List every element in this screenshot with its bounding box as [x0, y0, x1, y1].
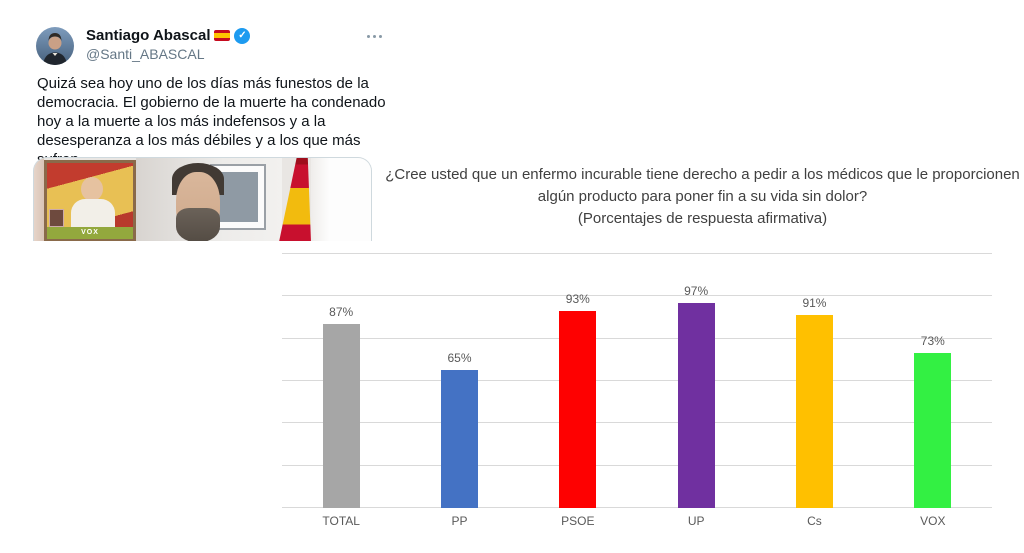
bar-slot-vox: 73%: [874, 254, 992, 508]
author-handle[interactable]: @Santi_ABASCAL: [86, 46, 205, 62]
thumb-door-frame: [34, 158, 44, 241]
bar-slot-pp: 65%: [400, 254, 518, 508]
bar-total: [322, 323, 360, 508]
poster-person-head: [81, 177, 103, 201]
more-dot-icon: [367, 35, 370, 38]
x-label-psoe: PSOE: [561, 514, 595, 528]
gridline: [282, 253, 992, 254]
verified-badge-icon: ✓: [234, 27, 251, 44]
speaker-beard: [176, 208, 220, 241]
bar-slot-cs: 91%: [755, 254, 873, 508]
poster-vox-label: VOX: [47, 227, 133, 239]
author-name[interactable]: Santiago Abascal: [86, 27, 211, 44]
tweet-header: Santiago Abascal ✓ @Santi_ABASCAL: [36, 26, 382, 66]
chart-subtitle: (Porcentajes de respuesta afirmativa): [577, 210, 828, 227]
more-options-button[interactable]: [363, 31, 386, 42]
gridline: [282, 507, 992, 508]
gridline: [282, 337, 992, 339]
bar-slot-total: 87%: [282, 254, 400, 508]
bar-slot-up: 97%: [637, 254, 755, 508]
x-label-up: UP: [687, 514, 705, 528]
poster-inset-photo: [49, 209, 64, 227]
avatar-image: [36, 27, 74, 65]
bar-pp: [440, 370, 478, 508]
chart-plot-area: 87% 65% 93% 97% 91% 73%: [282, 253, 992, 508]
gridline: [282, 464, 992, 466]
bar-vox: [914, 353, 952, 508]
bar-slot-psoe: 93%: [519, 254, 637, 508]
bar-up: [677, 302, 715, 508]
x-label-total: TOTAL: [322, 514, 360, 528]
gridline: [282, 380, 992, 381]
more-dot-icon: [373, 35, 376, 38]
x-label-cs: Cs: [807, 514, 822, 528]
bar-psoe: [559, 311, 597, 508]
bar-value-label-up: 97%: [684, 283, 709, 298]
x-label-vox: VOX: [920, 514, 946, 528]
spain-flag-icon: [214, 30, 231, 41]
gridline: [282, 422, 992, 424]
bar-value-label-total: 87%: [329, 304, 354, 319]
vox-poster-image: VOX: [47, 163, 133, 239]
chart-bars: 87% 65% 93% 97% 91% 73%: [282, 254, 992, 508]
bar-value-label-psoe: 93%: [565, 292, 590, 307]
bar-value-label-pp: 65%: [447, 351, 472, 366]
tweet-text: Quizá sea hoy uno de los días más funest…: [37, 75, 386, 168]
bar-cs: [795, 315, 833, 508]
vox-poster: VOX: [44, 160, 136, 241]
author-name-row: Santiago Abascal ✓: [86, 27, 251, 44]
chart-x-labels: TOTAL PP PSOE UP Cs VOX: [282, 514, 992, 528]
gridline: [282, 295, 992, 297]
thumb-right-wall: [311, 158, 371, 241]
x-label-pp: PP: [451, 514, 468, 528]
more-dot-icon: [379, 35, 382, 38]
video-thumbnail[interactable]: VOX: [33, 157, 372, 241]
bar-value-label-cs: 91%: [802, 296, 827, 311]
author-id-block: Santiago Abascal ✓ @Santi_ABASCAL: [86, 27, 251, 62]
avatar[interactable]: [36, 27, 74, 65]
bar-value-label-vox: 73%: [920, 334, 945, 349]
chart-title: ¿Cree usted que un enfermo incurable tie…: [385, 166, 1020, 205]
spanish-flag-drape: [279, 158, 311, 241]
